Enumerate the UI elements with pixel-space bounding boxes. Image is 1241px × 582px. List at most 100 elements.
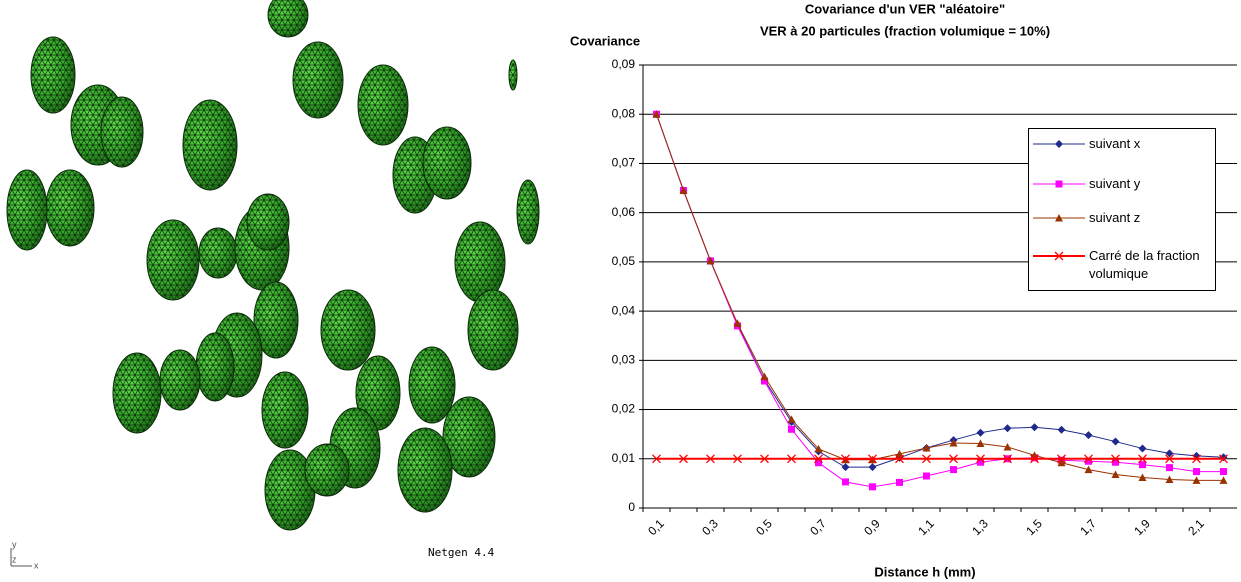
marker [895,454,904,464]
particle-mesh [262,372,308,448]
marker [1219,453,1228,462]
particle-mesh [321,290,375,370]
marker [1055,214,1063,222]
particle-mesh [358,65,408,145]
particle-mesh [455,222,505,302]
legend: suivant x suivant y suivant z Carré de la f… [1028,128,1216,291]
marker [1084,465,1093,474]
marker [1111,454,1120,464]
y-tick-label: 0,09 [612,57,636,71]
marker [1165,475,1174,483]
chart-title: Covariance d'un VER "aléatoire" [805,1,1005,16]
marker [706,454,715,464]
marker [1055,140,1063,148]
marker [1165,449,1174,458]
marker [1192,476,1201,484]
x-tick-label: 2,1 [1185,516,1207,538]
marker [814,444,823,453]
marker [976,439,985,448]
particle-mesh [247,194,289,250]
y-tick-label: 0,01 [612,451,636,465]
marker [923,472,930,480]
legend-label: suivant y [1089,176,1141,191]
x-tick-label: 0,5 [753,516,775,538]
y-tick-label: 0,03 [612,353,636,367]
particle-mesh [268,0,308,37]
legend-swatch [1033,140,1085,148]
marker [841,463,850,472]
series-line [656,114,1224,488]
particle-mesh [293,42,343,118]
marker [1139,461,1146,469]
particle-mesh [183,100,237,190]
x-tick-label: 0,7 [807,516,829,538]
particle-mesh [517,180,539,244]
particle-mesh [409,347,455,423]
x-tick-label: 1,5 [1023,516,1045,538]
marker [950,466,957,474]
marker [1003,424,1012,433]
marker [1003,442,1012,451]
marker [1030,454,1039,464]
marker [1084,431,1093,440]
marker [788,425,795,433]
marker [949,454,958,464]
marker [1057,425,1066,434]
particle-mesh [101,97,143,167]
marker [1220,468,1227,476]
legend-label: suivant x [1089,136,1141,151]
marker [652,454,661,464]
particle-mesh [31,37,75,113]
marker [922,443,931,452]
marker [679,186,688,195]
marker [1138,454,1147,464]
marker [814,454,823,464]
x-tick-label: 1,3 [969,516,991,538]
marker [1112,458,1119,466]
particle-mesh [113,353,161,433]
marker [787,415,796,423]
marker [815,459,822,467]
particle-mesh [199,228,237,278]
legend-label: Carré de la fraction volumique [1089,248,1200,281]
y-axis-title: Covariance [570,33,640,48]
marker [1057,458,1066,467]
particle-mesh [356,356,400,430]
marker [652,110,661,118]
marker [1054,251,1064,261]
particle-mesh [265,450,315,530]
marker [1138,444,1147,453]
x-tick-label: 1,9 [1131,516,1153,538]
x-tick-label: 0,3 [699,516,721,538]
marker [868,454,877,464]
marker [679,454,688,464]
particle-mesh [147,220,199,300]
marker [868,463,877,472]
marker [1111,437,1120,446]
marker [733,319,742,327]
marker [733,454,742,464]
x-tick-label: 0,1 [645,516,667,538]
legend-entry: suivant y [1029,175,1211,193]
particle-mesh [423,127,471,199]
marker [841,454,850,464]
particle-mesh [7,170,47,250]
axis-glyph-label: x [34,560,39,570]
viewer-label: Netgen 4.4 [428,546,495,559]
legend-entry: suivant x [1029,135,1211,153]
particle-mesh [305,444,349,496]
y-tick-label: 0,04 [612,303,636,317]
chart-subtitle: VER à 20 particules (fraction volumique … [760,23,1050,38]
marker [896,478,903,486]
legend-swatch [1033,180,1085,188]
x-tick-label: 0,9 [861,516,883,538]
marker [1219,476,1228,484]
marker [842,478,849,486]
legend-entry: Carré de la fraction volumique [1029,247,1211,283]
y-tick-label: 0 [628,500,635,514]
particle-mesh [509,60,517,90]
marker [1057,454,1066,464]
marker [1166,464,1173,472]
